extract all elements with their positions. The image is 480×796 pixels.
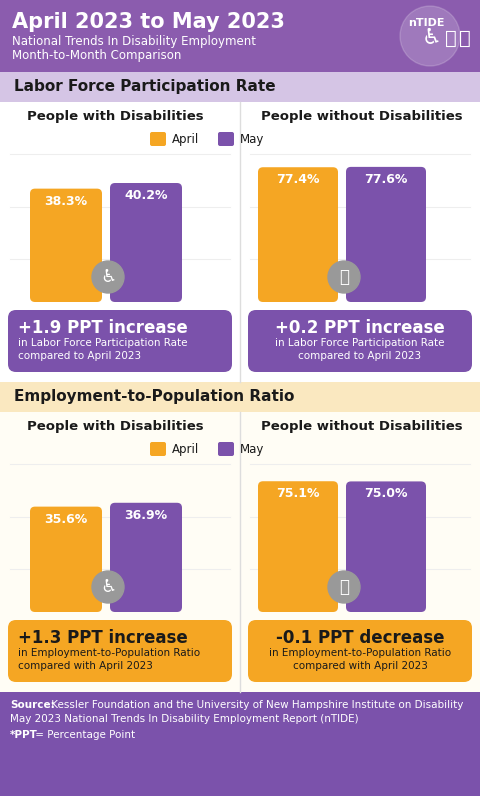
Circle shape xyxy=(400,6,460,66)
FancyBboxPatch shape xyxy=(248,620,472,682)
Text: in Employment-to-Population Ratio: in Employment-to-Population Ratio xyxy=(269,648,451,658)
Bar xyxy=(0,102,480,382)
FancyBboxPatch shape xyxy=(218,442,234,456)
Text: compared to April 2023: compared to April 2023 xyxy=(299,351,421,361)
FancyBboxPatch shape xyxy=(30,189,102,302)
Text: = Percentage Point: = Percentage Point xyxy=(32,730,135,740)
FancyBboxPatch shape xyxy=(258,167,338,302)
Bar xyxy=(0,692,480,796)
Text: 77.4%: 77.4% xyxy=(276,174,320,186)
FancyBboxPatch shape xyxy=(218,132,234,146)
FancyBboxPatch shape xyxy=(150,132,166,146)
Text: ♿: ♿ xyxy=(100,578,116,596)
FancyBboxPatch shape xyxy=(248,310,472,372)
Text: compared to April 2023: compared to April 2023 xyxy=(18,351,141,361)
Circle shape xyxy=(328,571,360,603)
Text: 40.2%: 40.2% xyxy=(124,189,168,202)
Circle shape xyxy=(92,261,124,293)
Text: in Employment-to-Population Ratio: in Employment-to-Population Ratio xyxy=(18,648,200,658)
Text: 36.9%: 36.9% xyxy=(124,509,168,521)
Text: -0.1 PPT decrease: -0.1 PPT decrease xyxy=(276,629,444,647)
Text: 👫: 👫 xyxy=(339,268,349,286)
FancyBboxPatch shape xyxy=(110,503,182,612)
Text: National Trends In Disability Employment: National Trends In Disability Employment xyxy=(12,35,256,48)
Text: compared with April 2023: compared with April 2023 xyxy=(18,661,153,671)
Text: 35.6%: 35.6% xyxy=(44,513,88,525)
Text: People without Disabilities: People without Disabilities xyxy=(261,110,463,123)
Text: April 2023 to May 2023: April 2023 to May 2023 xyxy=(12,12,285,32)
Text: People with Disabilities: People with Disabilities xyxy=(27,110,204,123)
FancyBboxPatch shape xyxy=(346,482,426,612)
Bar xyxy=(0,412,480,692)
Text: 👫: 👫 xyxy=(339,578,349,596)
Text: Employment-to-Population Ratio: Employment-to-Population Ratio xyxy=(14,389,294,404)
Circle shape xyxy=(328,261,360,293)
Text: Labor Force Participation Rate: Labor Force Participation Rate xyxy=(14,79,276,94)
Text: May 2023 National Trends In Disability Employment Report (nTIDE): May 2023 National Trends In Disability E… xyxy=(10,714,359,724)
Text: in Labor Force Participation Rate: in Labor Force Participation Rate xyxy=(275,338,445,348)
FancyBboxPatch shape xyxy=(8,620,232,682)
Text: 75.1%: 75.1% xyxy=(276,487,320,500)
FancyBboxPatch shape xyxy=(150,442,166,456)
FancyBboxPatch shape xyxy=(346,167,426,302)
Text: 🚶: 🚶 xyxy=(445,29,457,48)
Text: Kessler Foundation and the University of New Hampshire Institute on Disability: Kessler Foundation and the University of… xyxy=(48,700,463,710)
Text: nTIDE: nTIDE xyxy=(408,18,444,28)
Text: compared with April 2023: compared with April 2023 xyxy=(293,661,427,671)
Text: 75.0%: 75.0% xyxy=(364,487,408,501)
Text: 🚶: 🚶 xyxy=(459,29,471,48)
Text: +1.3 PPT increase: +1.3 PPT increase xyxy=(18,629,188,647)
FancyBboxPatch shape xyxy=(258,482,338,612)
Text: +0.2 PPT increase: +0.2 PPT increase xyxy=(275,319,445,337)
Bar xyxy=(0,0,480,72)
Text: April: April xyxy=(172,133,199,146)
Text: in Labor Force Participation Rate: in Labor Force Participation Rate xyxy=(18,338,188,348)
Circle shape xyxy=(92,571,124,603)
Text: People without Disabilities: People without Disabilities xyxy=(261,420,463,433)
FancyBboxPatch shape xyxy=(30,506,102,612)
Text: People with Disabilities: People with Disabilities xyxy=(27,420,204,433)
Text: 77.6%: 77.6% xyxy=(364,173,408,186)
Text: May: May xyxy=(240,443,264,456)
Text: 38.3%: 38.3% xyxy=(45,195,87,208)
Text: ♿: ♿ xyxy=(422,28,442,48)
Bar xyxy=(0,382,480,412)
Text: *PPT: *PPT xyxy=(10,730,38,740)
Text: +1.9 PPT increase: +1.9 PPT increase xyxy=(18,319,188,337)
Text: Source:: Source: xyxy=(10,700,55,710)
Text: May: May xyxy=(240,133,264,146)
Text: April: April xyxy=(172,443,199,456)
Bar xyxy=(0,72,480,102)
FancyBboxPatch shape xyxy=(8,310,232,372)
FancyBboxPatch shape xyxy=(110,183,182,302)
Text: Month-to-Month Comparison: Month-to-Month Comparison xyxy=(12,49,181,62)
Text: ♿: ♿ xyxy=(100,268,116,286)
